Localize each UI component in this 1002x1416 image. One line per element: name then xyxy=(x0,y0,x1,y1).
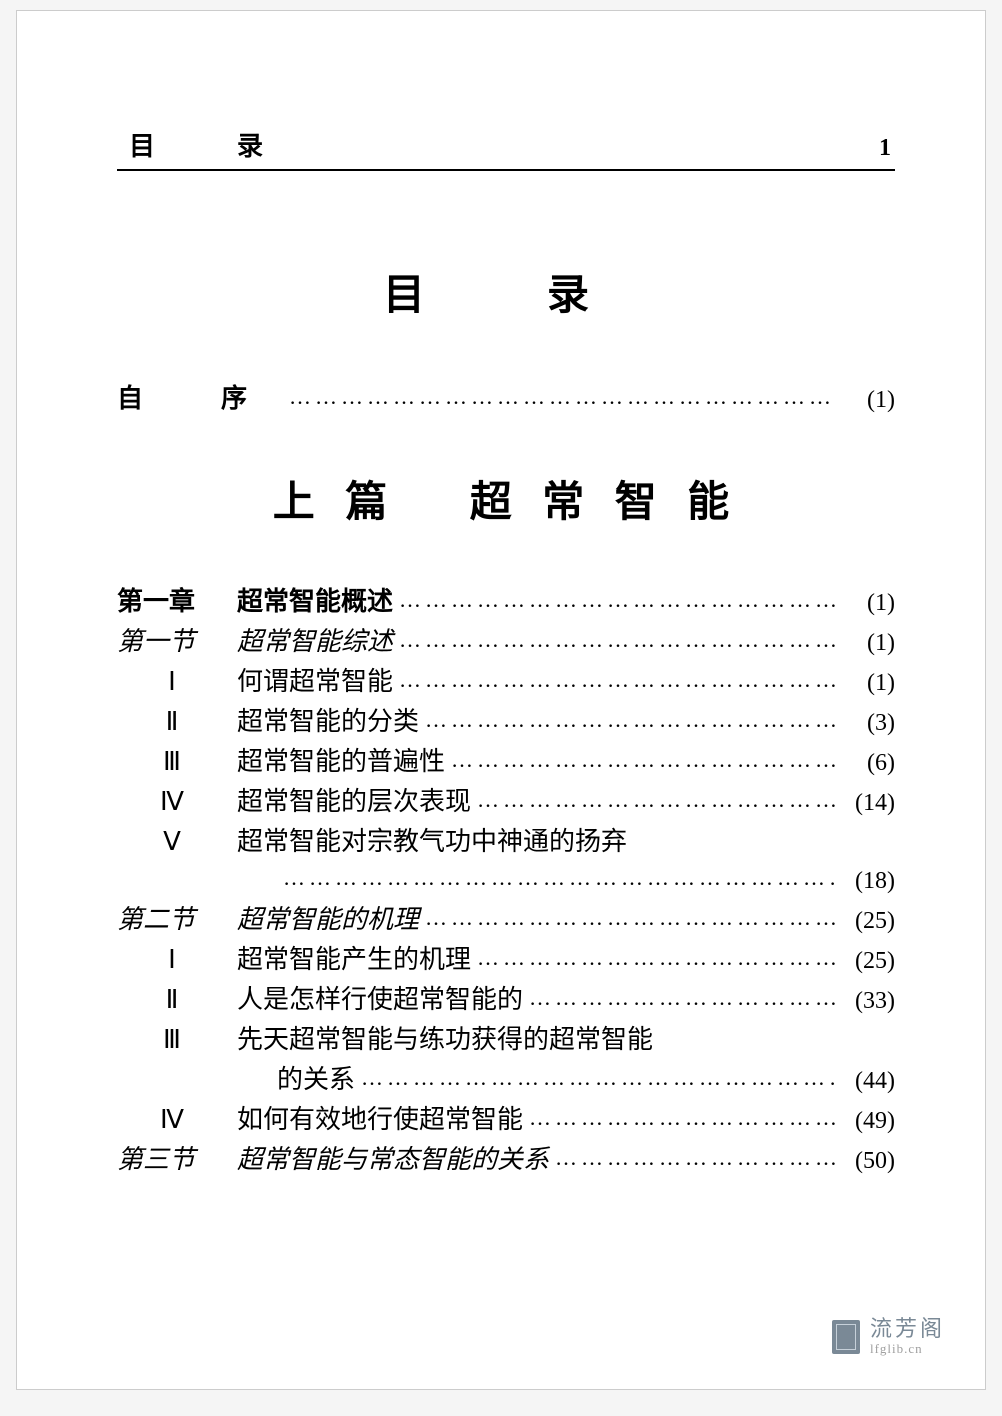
toc-page-number: (1) xyxy=(835,631,895,655)
leader-dots: ……………………………………………………………………… xyxy=(283,386,835,408)
toc-list: 第一章超常智能概述…………………………………………………………………………………… xyxy=(117,589,895,1173)
toc-entry: 第三节超常智能与常态智能的关系…………………………………………………………………… xyxy=(117,1147,895,1173)
toc-label: Ⅰ xyxy=(117,947,237,973)
leader-dots: ……………………………………………………………………………………… xyxy=(471,789,835,811)
watermark-name-cn: 流芳阁 xyxy=(870,1318,945,1340)
leader-dots: ……………………………………………………………………………………… xyxy=(471,947,835,969)
toc-entry: 第一节超常智能综述…………………………………………………………………………………… xyxy=(117,629,895,655)
toc-text: 如何有效地行使超常智能 xyxy=(237,1107,523,1133)
toc-label: 第二节 xyxy=(117,907,237,933)
toc-text: 超常智能概述 xyxy=(237,589,393,615)
toc-label: 第一章 xyxy=(117,589,237,615)
toc-page-number: (25) xyxy=(835,949,895,973)
toc-entry: ………………………………………………………………………………………(18) xyxy=(117,869,895,893)
leader-dots: ……………………………………………………………………………………… xyxy=(419,709,835,731)
toc-label: 第三节 xyxy=(117,1147,237,1173)
toc-page-number: (44) xyxy=(835,1069,895,1093)
toc-page-number: (14) xyxy=(835,791,895,815)
book-icon xyxy=(832,1320,860,1354)
toc-page-number: (33) xyxy=(835,989,895,1013)
site-watermark: 流芳阁 lfglib.cn xyxy=(832,1318,945,1355)
toc-entry: Ⅰ超常智能产生的机理………………………………………………………………………………… xyxy=(117,947,895,973)
toc-text: 超常智能综述 xyxy=(237,629,393,655)
toc-label: Ⅰ xyxy=(117,669,237,695)
toc-label: Ⅴ xyxy=(117,829,237,855)
toc-page-number: (49) xyxy=(835,1109,895,1133)
toc-page-number: (50) xyxy=(835,1149,895,1173)
header-page-number: 1 xyxy=(879,135,891,162)
watermark-text: 流芳阁 lfglib.cn xyxy=(870,1318,945,1355)
toc-entry: Ⅲ超常智能的普遍性…………………………………………………………………………………… xyxy=(117,749,895,775)
toc-page-number: (1) xyxy=(835,591,895,615)
toc-entry: Ⅲ先天超常智能与练功获得的超常智能 xyxy=(117,1027,895,1053)
toc-label: 第一节 xyxy=(117,629,237,655)
toc-entry: Ⅳ如何有效地行使超常智能…………………………………………………………………………… xyxy=(117,1107,895,1133)
toc-text: 超常智能的分类 xyxy=(237,709,419,735)
toc-entry-preface: 自 序 ……………………………………………………………………… (1) xyxy=(117,386,895,412)
header-section-label: 目 录 xyxy=(129,126,291,163)
toc-text: 超常智能的普遍性 xyxy=(237,749,445,775)
toc-text: 人是怎样行使超常智能的 xyxy=(237,987,523,1013)
toc-entry: Ⅴ超常智能对宗教气功中神通的扬弃 xyxy=(117,829,895,855)
toc-label: Ⅲ xyxy=(117,1027,237,1053)
toc-label: Ⅲ xyxy=(117,749,237,775)
watermark-url: lfglib.cn xyxy=(870,1342,945,1355)
leader-dots: ……………………………………………………………………………………… xyxy=(523,987,835,1009)
toc-entry: Ⅳ超常智能的层次表现………………………………………………………………………………… xyxy=(117,789,895,815)
leader-dots: ……………………………………………………………………………………… xyxy=(393,589,835,611)
toc-text: 超常智能对宗教气功中神通的扬弃 xyxy=(237,829,627,855)
toc-label: Ⅱ xyxy=(117,987,237,1013)
leader-dots: ……………………………………………………………………………………… xyxy=(549,1147,835,1169)
running-header: 目 录 1 xyxy=(117,126,895,171)
leader-dots: ……………………………………………………………………………………… xyxy=(355,1067,835,1089)
leader-dots: ……………………………………………………………………………………… xyxy=(523,1107,835,1129)
toc-page-number: (1) xyxy=(835,388,895,412)
toc-text: 的关系 xyxy=(257,1067,355,1093)
toc-page-number: (6) xyxy=(835,751,895,775)
toc-entry: Ⅱ人是怎样行使超常智能的…………………………………………………………………………… xyxy=(117,987,895,1013)
part-heading: 上 篇 超 常 智 能 xyxy=(117,468,895,529)
toc-entry: 第一章超常智能概述…………………………………………………………………………………… xyxy=(117,589,895,615)
toc-text: 超常智能的层次表现 xyxy=(237,789,471,815)
toc-entry: 的关系………………………………………………………………………………………(44) xyxy=(117,1067,895,1093)
document-page: 目 录 1 目 录 自 序 ……………………………………………………………………… xyxy=(16,10,986,1390)
leader-dots: ……………………………………………………………………………………… xyxy=(445,749,835,771)
toc-text: 超常智能产生的机理 xyxy=(237,947,471,973)
leader-dots: ……………………………………………………………………………………… xyxy=(393,669,835,691)
toc-text: 何谓超常智能 xyxy=(237,669,393,695)
toc-page-number: (18) xyxy=(835,869,895,893)
toc-page-number: (3) xyxy=(835,711,895,735)
toc-text: 超常智能的机理 xyxy=(237,907,419,933)
toc-label: 自 序 xyxy=(117,386,283,412)
toc-text: 超常智能与常态智能的关系 xyxy=(237,1147,549,1173)
toc-entry: 第二节超常智能的机理………………………………………………………………………………… xyxy=(117,907,895,933)
toc-text: 先天超常智能与练功获得的超常智能 xyxy=(237,1027,653,1053)
leader-dots: ……………………………………………………………………………………… xyxy=(277,867,835,889)
toc-label: Ⅳ xyxy=(117,789,237,815)
toc-page-number: (25) xyxy=(835,909,895,933)
toc-entry: Ⅱ超常智能的分类……………………………………………………………………………………… xyxy=(117,709,895,735)
page-title: 目 录 xyxy=(117,261,895,322)
leader-dots: ……………………………………………………………………………………… xyxy=(419,907,835,929)
toc-label: Ⅳ xyxy=(117,1107,237,1133)
toc-label: Ⅱ xyxy=(117,709,237,735)
toc-entry: Ⅰ何谓超常智能………………………………………………………………………………………… xyxy=(117,669,895,695)
leader-dots: ……………………………………………………………………………………… xyxy=(393,629,835,651)
toc-page-number: (1) xyxy=(835,671,895,695)
